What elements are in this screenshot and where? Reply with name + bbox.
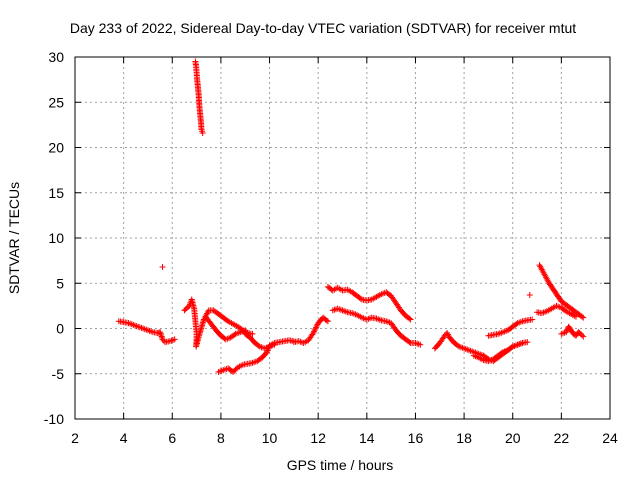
y-tick-label: 25 [48,94,64,110]
data-point [311,328,318,335]
data-point [579,332,586,339]
data-point [526,292,533,299]
x-tick-label: 22 [554,430,570,446]
data-point [271,341,278,348]
y-tick-label: 0 [56,321,64,337]
y-tick-label: 5 [56,275,64,291]
data-point [572,313,579,320]
data-point [407,316,414,323]
x-axis-tick-labels: 2 4 6 8 10 12 14 16 18 20 22 24 [71,430,618,446]
data-point [563,329,570,336]
data-point [160,337,167,344]
x-tick-label: 10 [262,430,278,446]
data-point [313,322,320,329]
y-tick-label: 30 [48,49,64,65]
x-tick-label: 12 [310,430,326,446]
data-point [199,130,206,137]
x-tick-label: 14 [359,430,375,446]
data-point [579,313,586,320]
y-tick-label: 20 [48,140,64,156]
data-point [249,330,256,337]
y-axis-tick-labels: -10 -5 0 5 10 15 20 25 30 [44,49,64,427]
y-tick-label: -10 [44,411,64,427]
data-point [357,295,364,302]
data-point [580,314,587,321]
data-point [580,333,587,340]
x-tick-label: 8 [217,430,225,446]
data-point [313,324,320,331]
x-tick-label: 20 [505,430,521,446]
x-tick-label: 16 [408,430,424,446]
x-tick-label: 24 [602,430,618,446]
data-point [310,330,317,337]
data-point [311,327,318,334]
grid [75,57,610,419]
x-tick-label: 6 [168,430,176,446]
data-point [529,316,536,323]
data-point [524,339,531,346]
data-point [324,318,331,325]
data-point [417,341,424,348]
y-axis-title: SDTVAR / TECUs [6,182,22,294]
x-tick-label: 18 [456,430,472,446]
chart-title: Day 233 of 2022, Sidereal Day-to-day VTE… [70,20,576,36]
data-point [171,336,178,343]
data-point [312,325,319,332]
data-point [159,263,166,270]
y-tick-label: 15 [48,185,64,201]
data-point [406,315,413,322]
y-tick-label: 10 [48,230,64,246]
data-points [115,58,587,375]
y-tick-label: -5 [52,366,65,382]
x-tick-label: 2 [71,430,79,446]
axis-ticks [74,56,611,420]
data-point [323,317,330,324]
data-point [406,339,413,346]
x-tick-label: 4 [120,430,128,446]
x-axis-title: GPS time / hours [287,457,394,473]
